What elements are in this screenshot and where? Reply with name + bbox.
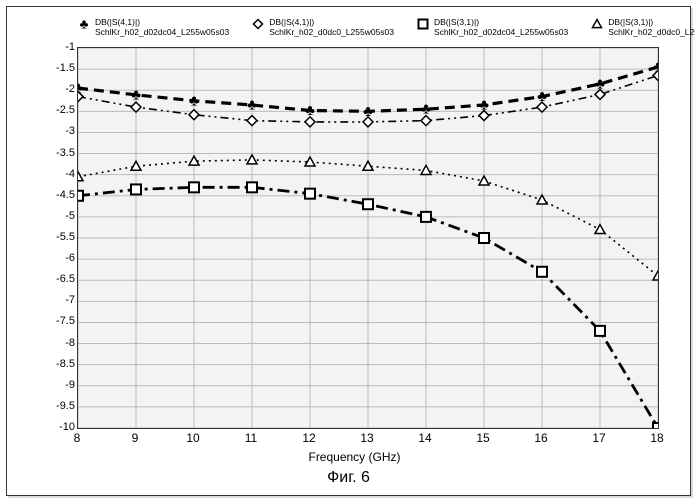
y-tick: -9 — [20, 379, 75, 391]
marker-s41-h02: ♣ — [247, 97, 257, 114]
legend-marker-icon — [251, 17, 265, 31]
plot-svg: ♣♣♣♣♣♣♣♣♣♣♣ — [78, 48, 658, 428]
svg-text:♣: ♣ — [131, 86, 141, 103]
marker-s31-h02 — [479, 233, 489, 243]
y-tick: -2 — [20, 83, 75, 95]
x-tick: 8 — [74, 431, 81, 445]
marker-s31-d0 — [247, 155, 257, 164]
y-tick: -10 — [20, 421, 75, 433]
y-tick: -8 — [20, 337, 75, 349]
y-tick: -5 — [20, 210, 75, 222]
y-tick: -4 — [20, 168, 75, 180]
marker-s31-d0 — [479, 176, 489, 185]
legend-text: DB(|S(3,1)|)SchlKr_h02_d0dc0_L255w05s03 — [608, 17, 695, 37]
x-tick: 17 — [592, 431, 605, 445]
y-tick: -7.5 — [20, 315, 75, 327]
marker-s31-h02 — [189, 182, 199, 192]
y-tick: -1 — [20, 41, 75, 53]
marker-s31-d0 — [537, 195, 547, 204]
marker-s31-d0 — [131, 161, 141, 170]
marker-s31-d0 — [653, 271, 658, 280]
x-axis-label: Frequency (GHz) — [7, 450, 695, 464]
legend: ♣ DB(|S(4,1)|)SchlKr_h02_d02dc04_L255w05s… — [77, 17, 695, 37]
legend-item-s41-h02: ♣ DB(|S(4,1)|)SchlKr_h02_d02dc04_L255w05s… — [77, 17, 229, 37]
legend-item-s31-h02: DB(|S(3,1)|)SchlKr_h02_d02dc04_L255w05s0… — [416, 17, 568, 37]
x-tick: 9 — [132, 431, 139, 445]
x-tick: 11 — [245, 431, 257, 445]
legend-item-s31-d0: DB(|S(3,1)|)SchlKr_h02_d0dc0_L255w05s03 — [590, 17, 695, 37]
marker-s31-h02 — [78, 191, 83, 201]
x-tick: 15 — [476, 431, 489, 445]
marker-s31-h02 — [421, 212, 431, 222]
svg-text:♣: ♣ — [80, 17, 89, 31]
legend-item-s41-d0: DB(|S(4,1)|)SchlKr_h02_d0dc0_L255w05s03 — [251, 17, 394, 37]
legend-text: DB(|S(4,1)|)SchlKr_h02_d0dc0_L255w05s03 — [269, 17, 394, 37]
marker-s41-d0 — [247, 116, 257, 126]
marker-s31-h02 — [131, 184, 141, 194]
legend-text: DB(|S(3,1)|)SchlKr_h02_d02dc04_L255w05s0… — [434, 17, 568, 37]
y-tick: -9.5 — [20, 400, 75, 412]
legend-marker-icon — [416, 17, 430, 31]
y-tick: -6 — [20, 252, 75, 264]
x-tick: 14 — [418, 431, 431, 445]
y-tick: -1.5 — [20, 62, 75, 74]
y-tick: -8.5 — [20, 358, 75, 370]
legend-marker-icon: ♣ — [77, 17, 91, 31]
legend-text: DB(|S(4,1)|)SchlKr_h02_d02dc04_L255w05s0… — [95, 17, 229, 37]
y-tick: -4.5 — [20, 189, 75, 201]
marker-s31-h02 — [653, 423, 658, 428]
marker-s31-h02 — [595, 326, 605, 336]
y-tick: -2.5 — [20, 104, 75, 116]
x-tick: 16 — [534, 431, 547, 445]
figure-caption: Фиг. 6 — [7, 469, 690, 487]
y-tick: -7 — [20, 294, 75, 306]
plot-area: ♣♣♣♣♣♣♣♣♣♣♣ — [77, 47, 659, 429]
marker-s31-h02 — [537, 267, 547, 277]
y-tick: -6.5 — [20, 273, 75, 285]
x-tick: 18 — [650, 431, 663, 445]
marker-s31-h02 — [363, 199, 373, 209]
marker-s41-d0 — [131, 102, 141, 112]
y-tick: -5.5 — [20, 231, 75, 243]
marker-s31-d0 — [421, 165, 431, 174]
svg-text:♣: ♣ — [189, 92, 199, 109]
marker-s41-h02: ♣ — [131, 86, 141, 103]
x-tick: 12 — [302, 431, 315, 445]
legend-marker-icon — [590, 17, 604, 31]
marker-s31-h02 — [305, 189, 315, 199]
x-tick: 13 — [360, 431, 373, 445]
marker-s31-d0 — [595, 225, 605, 234]
outer-frame: ♣ DB(|S(4,1)|)SchlKr_h02_d02dc04_L255w05s… — [6, 6, 691, 496]
marker-s31-h02 — [247, 182, 257, 192]
svg-text:♣: ♣ — [247, 97, 257, 114]
x-tick: 10 — [186, 431, 199, 445]
marker-s41-h02: ♣ — [189, 92, 199, 109]
y-tick: -3 — [20, 125, 75, 137]
marker-s31-d0 — [78, 172, 83, 181]
y-tick: -3.5 — [20, 147, 75, 159]
